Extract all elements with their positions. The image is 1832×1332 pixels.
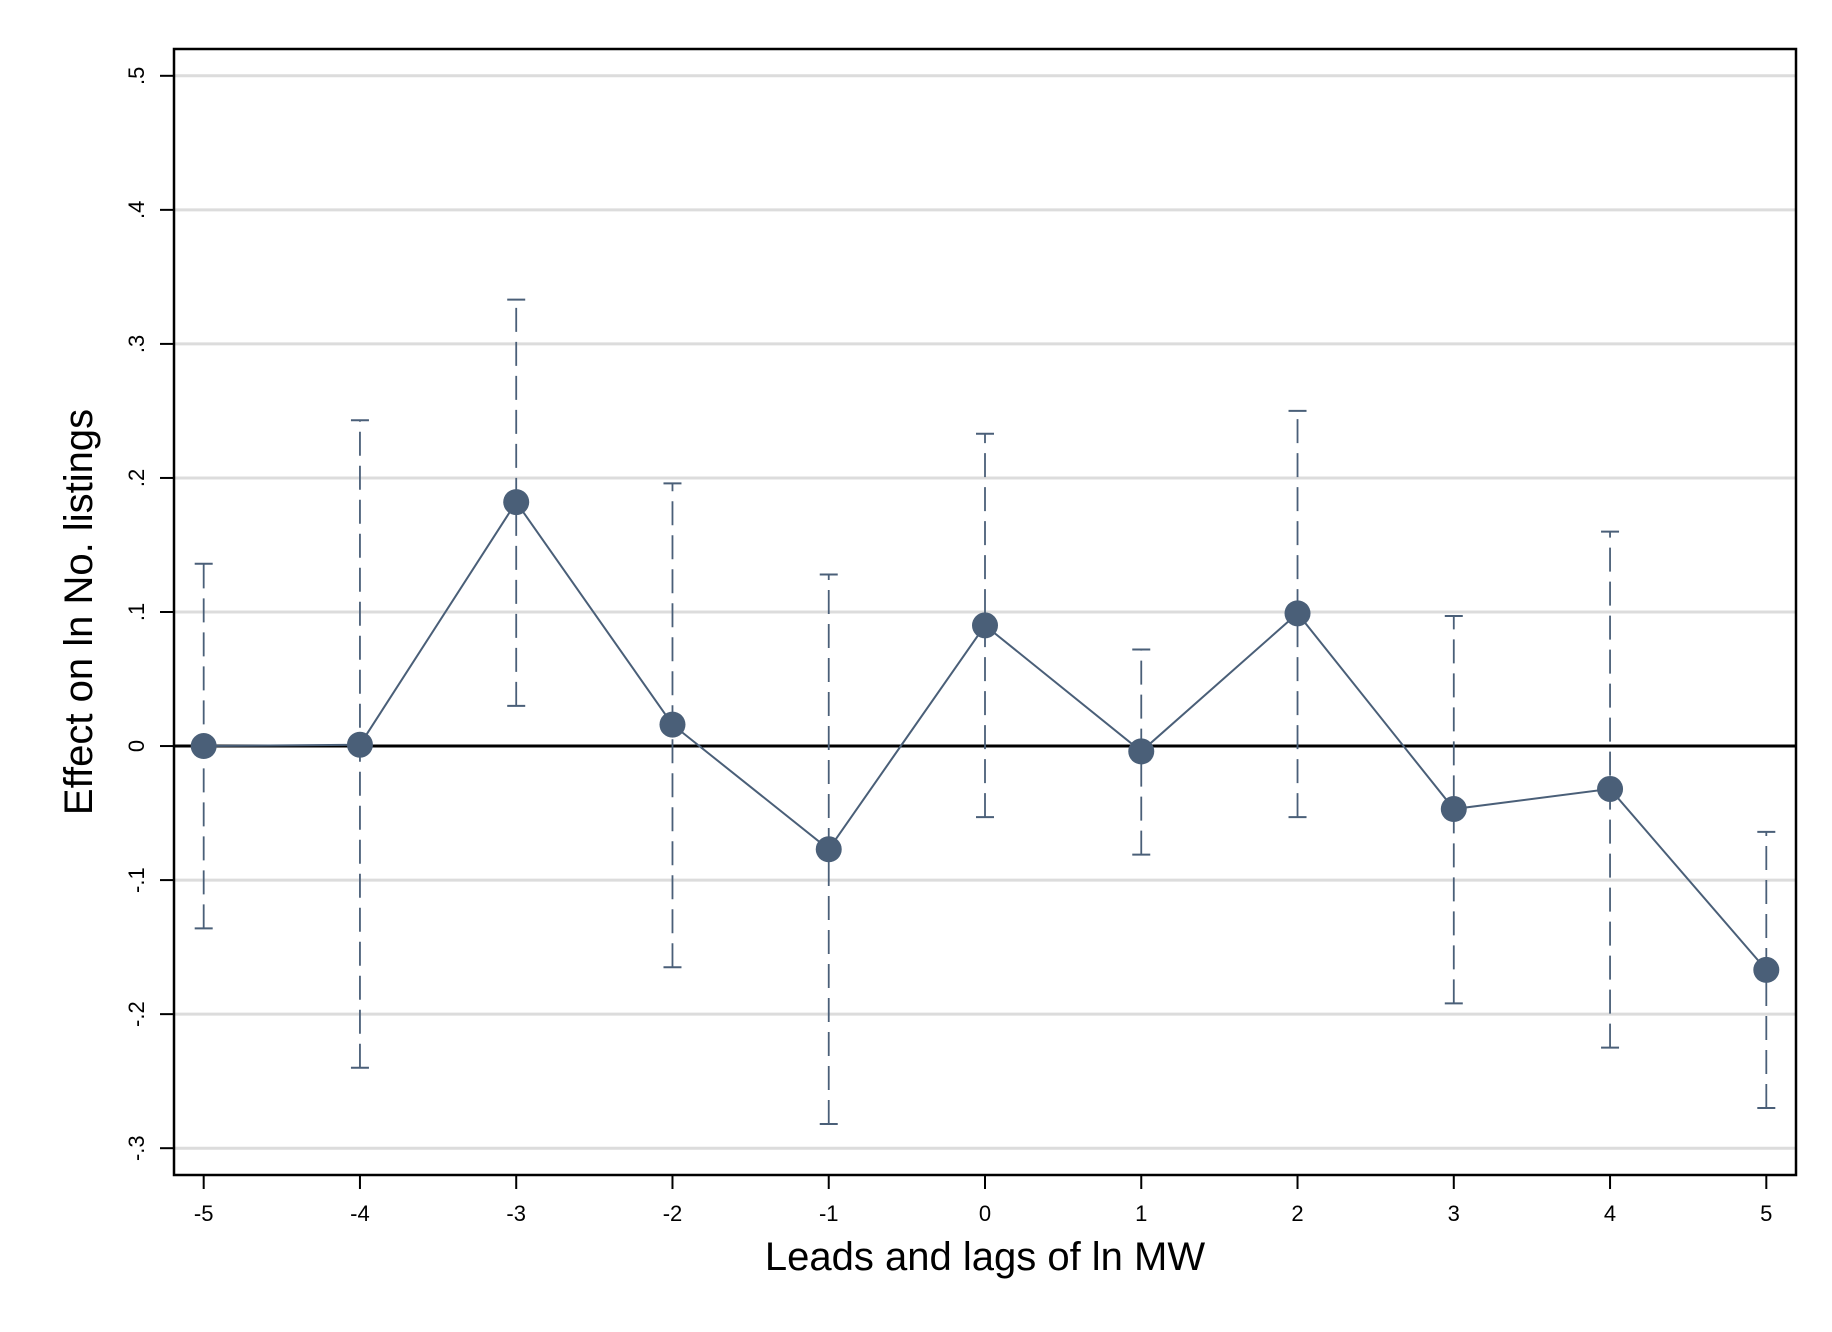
data-point bbox=[1440, 796, 1467, 823]
y-tick-label: .4 bbox=[124, 201, 149, 219]
x-tick-label: -1 bbox=[819, 1201, 839, 1226]
data-point bbox=[972, 612, 998, 639]
x-axis-title: Leads and lags of ln MW bbox=[765, 1235, 1205, 1279]
y-tick-label: 0 bbox=[124, 740, 149, 752]
x-tick-label: -4 bbox=[350, 1201, 370, 1226]
x-tick-label: 0 bbox=[979, 1201, 991, 1226]
x-tick-label: 2 bbox=[1291, 1201, 1303, 1226]
y-tick-label: .2 bbox=[124, 469, 149, 487]
x-axis: -5 -4 -3 -2 -1 0 1 2 3 4 5 bbox=[194, 1175, 1772, 1226]
data-point bbox=[1597, 775, 1624, 802]
x-tick-label: 4 bbox=[1604, 1201, 1616, 1226]
data-point bbox=[503, 489, 530, 516]
y-tick-label: .5 bbox=[124, 67, 149, 85]
data-point bbox=[659, 711, 686, 738]
y-tick-label: .1 bbox=[124, 603, 149, 621]
y-tick-label: .3 bbox=[124, 335, 149, 353]
x-tick-label: -3 bbox=[506, 1201, 526, 1226]
data-point bbox=[815, 836, 842, 863]
y-tick-label: -.3 bbox=[124, 1135, 149, 1161]
data-point bbox=[190, 733, 217, 760]
x-tick-label: -5 bbox=[194, 1201, 214, 1226]
y-tick-label: -.1 bbox=[124, 867, 149, 893]
data-point bbox=[1284, 600, 1311, 627]
data-points bbox=[190, 489, 1780, 983]
x-tick-label: 3 bbox=[1448, 1201, 1460, 1226]
x-tick-label: 5 bbox=[1760, 1201, 1772, 1226]
y-axis: -.3 -.2 -.1 0 .1 .2 .3 .4 .5 bbox=[124, 67, 174, 1161]
x-tick-label: -2 bbox=[663, 1201, 683, 1226]
y-axis-title: Effect on ln No. listings bbox=[57, 409, 101, 815]
y-tick-label: -.2 bbox=[124, 1001, 149, 1027]
data-point bbox=[346, 731, 373, 758]
x-tick-label: 1 bbox=[1135, 1201, 1147, 1226]
data-point bbox=[1128, 738, 1155, 765]
data-point bbox=[1753, 956, 1780, 983]
